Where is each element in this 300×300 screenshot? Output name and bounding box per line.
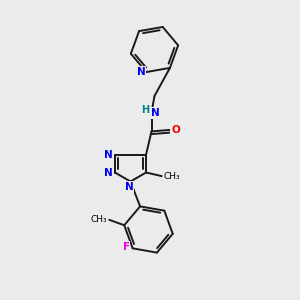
Text: O: O <box>171 125 180 135</box>
Text: N: N <box>136 67 145 77</box>
Text: F: F <box>122 242 130 252</box>
Text: H: H <box>141 105 149 115</box>
Text: CH₃: CH₃ <box>91 215 107 224</box>
Text: N: N <box>151 108 160 118</box>
Text: CH₃: CH₃ <box>164 172 180 181</box>
Text: N: N <box>124 182 134 192</box>
Text: N: N <box>104 149 113 160</box>
Text: N: N <box>104 167 113 178</box>
